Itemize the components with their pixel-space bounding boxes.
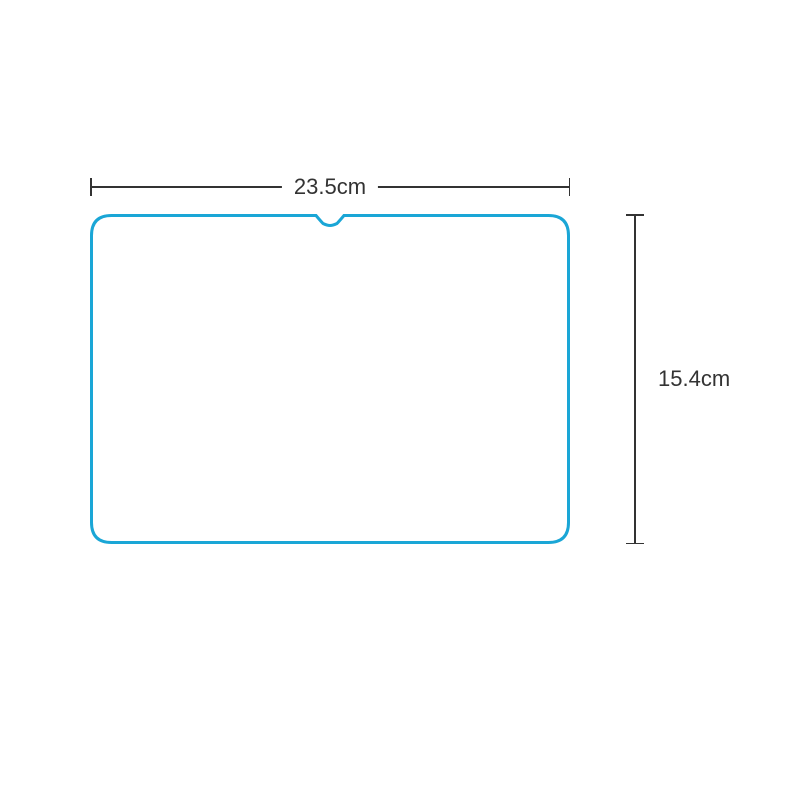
diagram-container: 23.5cm 15.4cm bbox=[0, 0, 800, 800]
height-label: 15.4cm bbox=[658, 366, 730, 392]
dimension-line-icon bbox=[634, 214, 636, 544]
outline-svg-icon bbox=[90, 214, 570, 544]
height-dimension: 15.4cm bbox=[620, 214, 650, 544]
width-label: 23.5cm bbox=[282, 174, 378, 200]
dimension-cap-icon bbox=[569, 178, 571, 196]
width-dimension: 23.5cm bbox=[90, 172, 570, 202]
dimension-cap-icon bbox=[626, 543, 644, 545]
product-outline bbox=[90, 214, 570, 544]
